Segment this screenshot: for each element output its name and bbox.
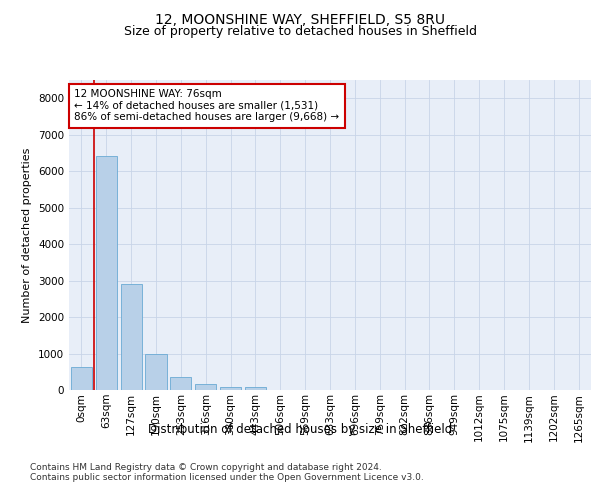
Text: Distribution of detached houses by size in Sheffield: Distribution of detached houses by size … bbox=[148, 422, 452, 436]
Bar bbox=[145, 354, 167, 390]
Text: Size of property relative to detached houses in Sheffield: Size of property relative to detached ho… bbox=[124, 25, 476, 38]
Bar bbox=[121, 284, 142, 390]
Bar bbox=[170, 376, 191, 390]
Text: 12, MOONSHINE WAY, SHEFFIELD, S5 8RU: 12, MOONSHINE WAY, SHEFFIELD, S5 8RU bbox=[155, 12, 445, 26]
Text: Contains HM Land Registry data © Crown copyright and database right 2024.
Contai: Contains HM Land Registry data © Crown c… bbox=[30, 462, 424, 482]
Bar bbox=[96, 156, 117, 390]
Bar bbox=[195, 384, 216, 390]
Bar bbox=[245, 388, 266, 390]
Text: 12 MOONSHINE WAY: 76sqm
← 14% of detached houses are smaller (1,531)
86% of semi: 12 MOONSHINE WAY: 76sqm ← 14% of detache… bbox=[74, 90, 340, 122]
Y-axis label: Number of detached properties: Number of detached properties bbox=[22, 148, 32, 322]
Bar bbox=[220, 386, 241, 390]
Bar bbox=[71, 368, 92, 390]
